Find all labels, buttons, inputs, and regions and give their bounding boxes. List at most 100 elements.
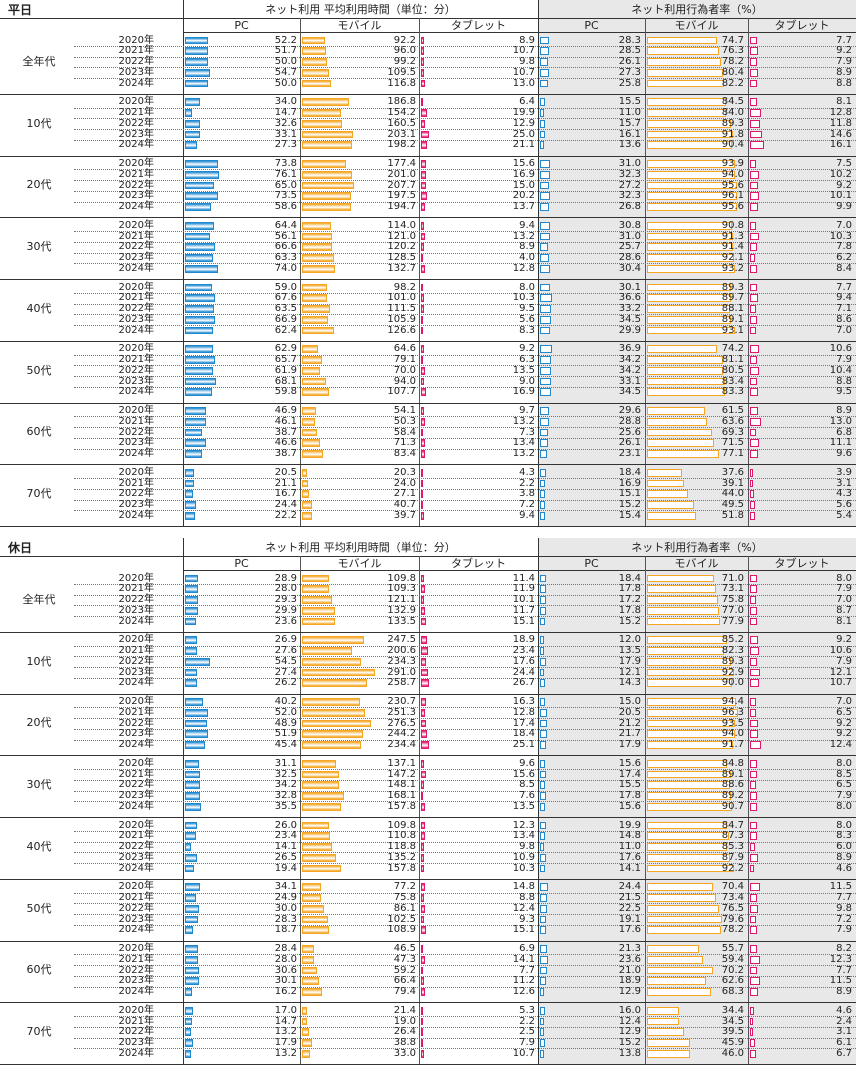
bar-time-pc (185, 821, 197, 830)
bar-rate-mobile (647, 407, 705, 415)
value-time-pc: 34.0 (274, 96, 297, 108)
bar-rate-tablet (750, 192, 759, 200)
bar-rate-pc (540, 945, 547, 953)
bar-time-tablet (421, 511, 424, 520)
bar-time-pc (185, 904, 199, 913)
value-rate-pc: 13.8 (618, 1047, 641, 1059)
value-time-pc: 22.2 (274, 509, 297, 521)
bar-rate-mobile (647, 574, 714, 583)
value-time-tablet: 9.2 (519, 343, 535, 355)
year-label: 2021年 (118, 583, 154, 595)
bar-time-mobile (302, 821, 330, 830)
bar-rate-tablet (750, 770, 758, 779)
bar-rate-tablet (750, 490, 754, 498)
value-rate-pc: 21.3 (618, 943, 641, 954)
value-time-pc: 31.1 (274, 757, 297, 769)
value-time-mobile: 200.6 (387, 645, 416, 656)
value-time-tablet: 9.5 (519, 303, 535, 314)
value-rate-tablet: 7.8 (836, 241, 852, 253)
value-rate-tablet: 10.1 (829, 190, 852, 202)
value-rate-tablet: 16.1 (829, 139, 852, 151)
bar-rate-tablet (750, 657, 757, 666)
value-rate-pc: 30.4 (618, 262, 641, 274)
bar-time-tablet (421, 741, 429, 749)
bar-time-mobile (302, 294, 328, 302)
bar-rate-tablet (750, 730, 758, 738)
bar-time-tablet (421, 47, 425, 55)
year-label: 2023年 (118, 313, 154, 325)
bar-time-tablet (421, 1028, 423, 1036)
bar-rate-pc (540, 160, 550, 168)
bar-time-mobile (302, 160, 347, 168)
value-rate-tablet: 9.2 (836, 45, 852, 57)
bar-rate-pc (540, 130, 546, 139)
bar-time-mobile (302, 264, 336, 273)
bar-time-pc (185, 181, 215, 190)
value-rate-mobile: 83.4 (721, 375, 744, 387)
bar-rate-pc (540, 377, 551, 386)
value-rate-pc: 15.2 (618, 615, 641, 627)
year-label: 2020年 (118, 757, 154, 769)
row-divider (74, 852, 856, 854)
bar-time-tablet (421, 636, 427, 644)
bar-rate-tablet (750, 232, 759, 241)
year-label: 2022年 (118, 964, 154, 976)
bar-rate-mobile (647, 1028, 685, 1036)
value-rate-mobile: 91.3 (721, 230, 744, 242)
value-rate-mobile: 74.7 (721, 34, 744, 46)
age-group-label: 10代 (26, 116, 52, 130)
bar-rate-mobile (647, 294, 732, 302)
bar-time-mobile (302, 109, 341, 117)
value-rate-mobile: 73.4 (721, 892, 744, 903)
bar-rate-tablet (750, 894, 757, 902)
bar-rate-tablet (750, 1049, 756, 1058)
bar-rate-tablet (750, 243, 757, 251)
year-label: 2022年 (118, 241, 154, 253)
bar-rate-pc (540, 966, 547, 975)
bar-time-pc (185, 883, 201, 891)
value-rate-tablet: 9.8 (836, 902, 852, 914)
value-rate-tablet: 12.1 (829, 666, 852, 678)
value-rate-tablet: 7.7 (836, 964, 852, 976)
bar-rate-pc (540, 802, 545, 811)
value-rate-mobile: 82.3 (721, 645, 744, 656)
value-rate-tablet: 7.9 (836, 354, 852, 365)
bar-rate-mobile (647, 741, 734, 749)
row-divider (74, 354, 856, 356)
value-time-mobile: 137.1 (387, 757, 416, 769)
bar-time-mobile (302, 315, 329, 324)
value-time-mobile: 21.4 (393, 1004, 416, 1016)
value-time-pc: 40.2 (274, 696, 297, 707)
year-label: 2022年 (118, 717, 154, 729)
header-rule (0, 556, 856, 557)
bar-rate-tablet (750, 315, 758, 324)
value-rate-pc: 17.8 (618, 583, 641, 595)
value-time-mobile: 126.6 (387, 324, 416, 336)
bar-rate-pc (540, 585, 546, 593)
bar-time-tablet (421, 283, 424, 292)
bar-time-pc (185, 141, 198, 149)
bar-rate-pc (540, 511, 545, 520)
value-rate-pc: 28.8 (618, 415, 641, 427)
year-label: 2021年 (118, 830, 154, 842)
column-header-tablet: タブレット (774, 557, 830, 570)
year-label: 2020年 (118, 466, 154, 478)
bar-rate-tablet (750, 966, 757, 975)
row-divider (74, 677, 856, 679)
row-divider (74, 201, 856, 203)
section-title: 平日 (8, 3, 33, 17)
bar-time-pc (185, 1028, 191, 1036)
value-rate-tablet: 8.0 (836, 800, 852, 812)
bar-rate-pc (540, 915, 547, 924)
age-group-label: 50代 (26, 901, 52, 915)
value-time-pc: 48.9 (274, 717, 297, 729)
value-time-tablet: 10.9 (512, 851, 535, 863)
bar-time-mobile (302, 617, 336, 626)
bar-time-mobile (302, 366, 320, 375)
value-time-mobile: 203.1 (387, 128, 416, 140)
column-header-mobile: モバイル (337, 19, 382, 32)
value-rate-pc: 14.3 (618, 677, 641, 689)
bar-time-tablet (421, 966, 424, 975)
bar-time-mobile (302, 708, 365, 717)
bar-rate-pc (540, 988, 545, 996)
